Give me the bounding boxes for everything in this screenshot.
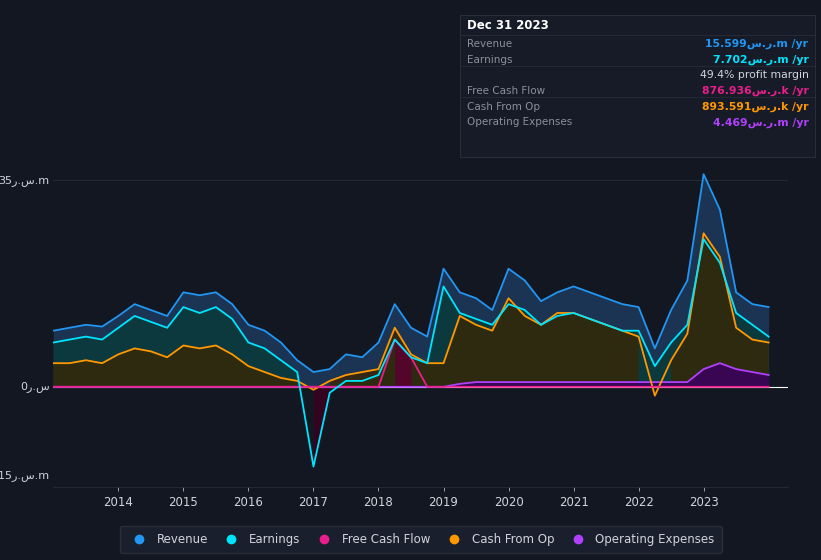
Text: Operating Expenses: Operating Expenses — [466, 118, 571, 128]
Legend: Revenue, Earnings, Free Cash Flow, Cash From Op, Operating Expenses: Revenue, Earnings, Free Cash Flow, Cash … — [120, 526, 722, 553]
Text: 876.936س.ر.k /yr: 876.936س.ر.k /yr — [702, 86, 809, 96]
Text: Dec 31 2023: Dec 31 2023 — [466, 20, 548, 32]
Text: 49.4% profit margin: 49.4% profit margin — [699, 71, 809, 81]
Text: Earnings: Earnings — [466, 55, 512, 65]
Text: 893.591س.ر.k /yr: 893.591س.ر.k /yr — [702, 102, 809, 112]
Text: Cash From Op: Cash From Op — [466, 102, 539, 112]
Text: 35ر.س.m: 35ر.س.m — [0, 175, 50, 185]
Text: 15.599س.ر.m /yr: 15.599س.ر.m /yr — [705, 39, 809, 49]
Text: 7.702س.ر.m /yr: 7.702س.ر.m /yr — [713, 55, 809, 65]
Text: 0ر.س: 0ر.س — [20, 381, 50, 393]
Text: Free Cash Flow: Free Cash Flow — [466, 86, 544, 96]
Text: Revenue: Revenue — [466, 39, 511, 49]
Text: -15ر.س.m: -15ر.س.m — [0, 470, 50, 481]
Text: 4.469س.ر.m /yr: 4.469س.ر.m /yr — [713, 118, 809, 128]
